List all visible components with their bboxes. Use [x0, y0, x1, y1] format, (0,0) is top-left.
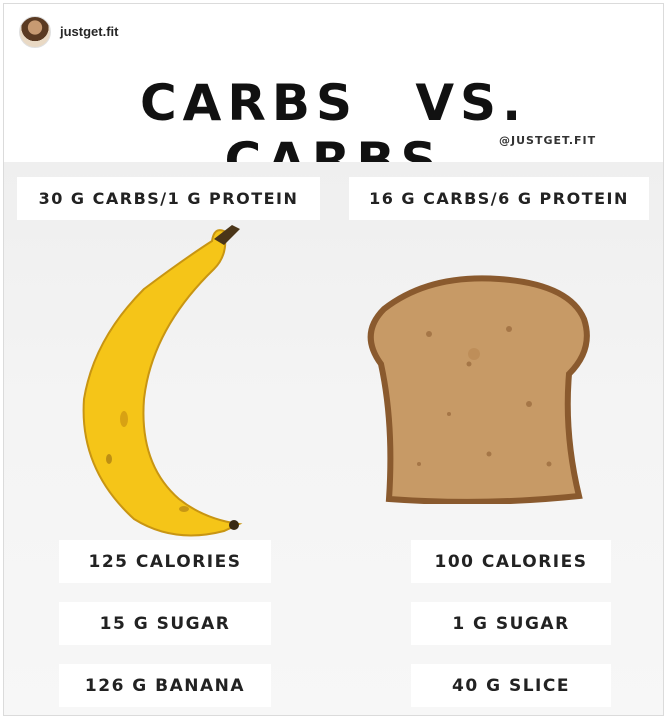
- post-title: CARBS VS. CARBS: [139, 74, 528, 190]
- username-link[interactable]: justget.fit: [60, 24, 119, 39]
- right-macro-label: 16 G CARBS/6 G PROTEIN: [349, 177, 649, 220]
- left-calories-label: 125 CALORIES: [59, 540, 271, 583]
- right-calories-label: 100 CALORIES: [411, 540, 611, 583]
- post-header: justget.fit: [4, 4, 663, 62]
- left-sugar-label: 15 G SUGAR: [59, 602, 271, 645]
- right-weight-label: 40 G SLICE: [411, 664, 611, 707]
- left-weight-label: 126 G BANANA: [59, 664, 271, 707]
- bread-slice-image: [367, 275, 590, 504]
- watermark-handle: @JUSTGET.FIT: [499, 134, 597, 147]
- banana-image: [82, 225, 243, 537]
- avatar[interactable]: [19, 16, 51, 48]
- instagram-post: justget.fit CARBS VS. CARBS @JUSTGET.FIT…: [3, 3, 664, 716]
- right-sugar-label: 1 G SUGAR: [411, 602, 611, 645]
- left-macro-label: 30 G CARBS/1 G PROTEIN: [17, 177, 320, 220]
